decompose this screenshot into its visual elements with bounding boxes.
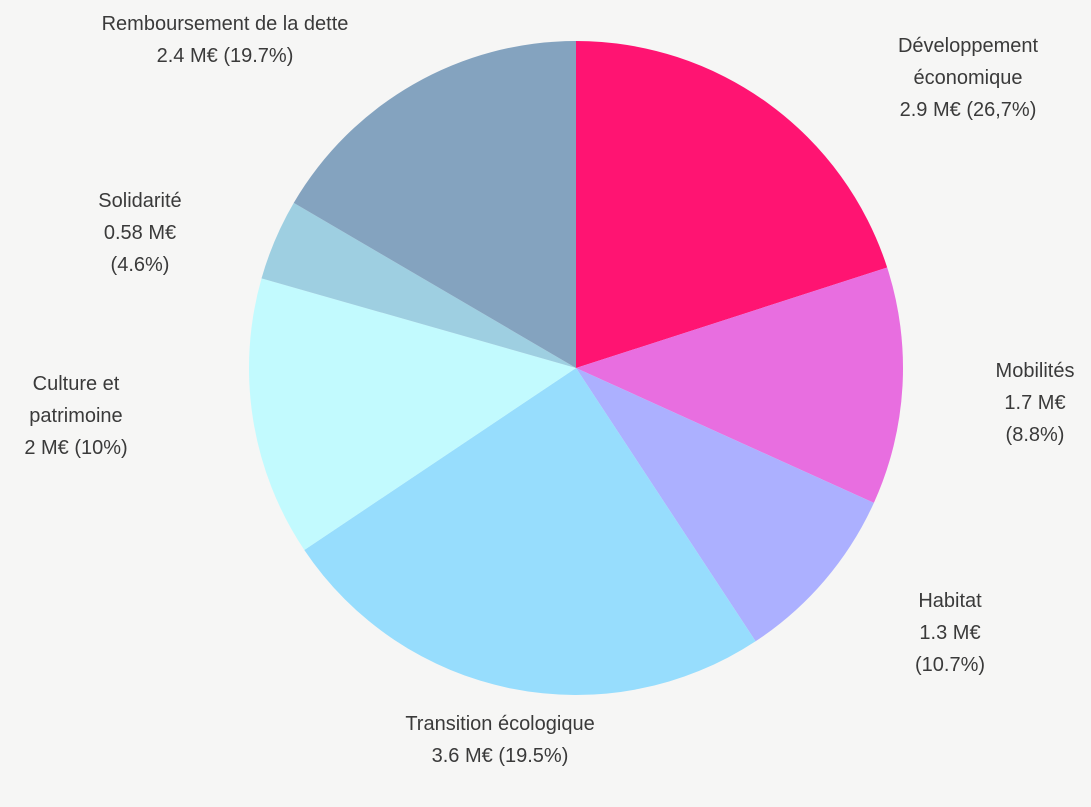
category-label: Habitat bbox=[918, 590, 982, 612]
category-label: Mobilités bbox=[995, 360, 1075, 382]
category-label: Développement économique bbox=[897, 35, 1039, 89]
slice-label: Solidarité 0.58 M€ (4.6%) bbox=[80, 185, 200, 281]
pie-slice bbox=[576, 41, 888, 368]
category-label: Solidarité bbox=[98, 190, 182, 212]
category-label: Culture et patrimoine bbox=[29, 373, 123, 427]
value-label: 2.9 M€ (26,7%) bbox=[899, 99, 1037, 121]
value-label: 3.6 M€ (19.5%) bbox=[431, 745, 569, 767]
value-label: 0.58 M€ (4.6%) bbox=[103, 222, 177, 276]
slice-label: Habitat 1.3 M€ (10.7%) bbox=[895, 585, 1005, 681]
slice-label: Développement économique 2.9 M€ (26,7%) bbox=[868, 30, 1068, 126]
slice-label: Remboursement de la dette 2.4 M€ (19.7%) bbox=[100, 8, 350, 72]
value-label: 1.3 M€ (10.7%) bbox=[914, 622, 986, 676]
slice-label: Mobilités 1.7 M€ (8.8%) bbox=[980, 355, 1090, 451]
value-label: 1.7 M€ (8.8%) bbox=[1004, 392, 1066, 446]
pie-slice bbox=[576, 368, 874, 642]
value-label: 2 M€ (10%) bbox=[24, 437, 128, 459]
category-label: Transition écologique bbox=[405, 713, 595, 735]
pie-slice bbox=[293, 41, 576, 368]
pie-slice bbox=[576, 267, 903, 503]
value-label: 2.4 M€ (19.7%) bbox=[156, 45, 294, 67]
pie-slice bbox=[304, 368, 756, 695]
slice-label: Culture et patrimoine 2 M€ (10%) bbox=[1, 368, 151, 464]
category-label: Remboursement de la dette bbox=[101, 13, 349, 35]
slice-label: Transition écologique 3.6 M€ (19.5%) bbox=[400, 708, 600, 772]
pie-slice bbox=[249, 278, 577, 550]
pie-slice bbox=[261, 202, 576, 368]
